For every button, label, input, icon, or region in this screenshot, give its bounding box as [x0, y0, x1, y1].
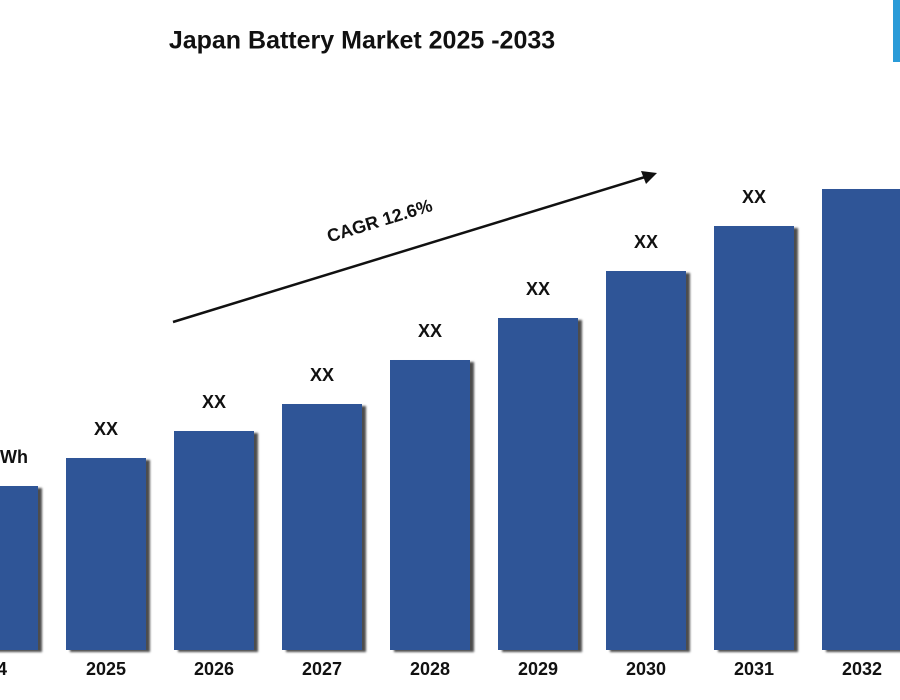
arrow-head: [641, 171, 657, 184]
x-tick-label: 2030: [626, 659, 666, 679]
x-tick-label: 2025: [86, 659, 126, 679]
chart-title: Japan Battery Market 2025 -2033: [169, 27, 555, 55]
bar: [822, 189, 900, 650]
logo: [893, 0, 900, 62]
x-tick-label: 2026: [194, 659, 234, 679]
value-label: Wh: [0, 447, 28, 467]
x-tick-label: 2029: [518, 659, 558, 679]
value-label: XX: [310, 365, 334, 385]
value-label: XX: [526, 279, 550, 299]
value-label: XX: [418, 321, 442, 341]
x-tick-label: 2032: [842, 659, 882, 679]
value-label: XX: [634, 232, 658, 252]
x-tick-label: 2028: [410, 659, 450, 679]
cagr-label: CAGR 12.6%: [325, 195, 435, 246]
x-tick-label: 2027: [302, 659, 342, 679]
bar: [498, 318, 578, 650]
value-label: XX: [742, 187, 766, 207]
bar: [174, 431, 254, 650]
bar: [390, 360, 470, 650]
bar: [714, 226, 794, 650]
bar: [0, 486, 38, 650]
x-tick-label: 2031: [734, 659, 774, 679]
trend-arrow: [172, 175, 646, 324]
bar: [282, 404, 362, 650]
value-label: XX: [202, 392, 226, 412]
value-label: XX: [94, 419, 118, 439]
bar: [66, 458, 146, 650]
bar: [606, 271, 686, 650]
x-tick-label: 4: [0, 659, 7, 679]
